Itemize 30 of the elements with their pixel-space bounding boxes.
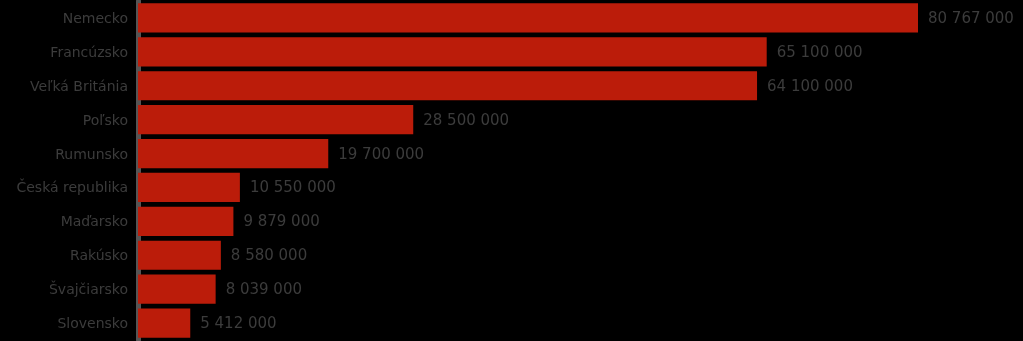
bar — [138, 71, 758, 101]
data-label: 28 500 000 — [423, 110, 510, 129]
bar — [138, 308, 191, 338]
bar — [138, 240, 221, 270]
y-tick-label: Česká republika — [16, 178, 128, 196]
y-tick-label: Rumunsko — [55, 145, 128, 162]
data-label: 9 879 000 — [243, 212, 320, 231]
data-label: 19 700 000 — [338, 144, 425, 163]
y-tick-label: Nemecko — [62, 9, 128, 26]
data-label: 8 580 000 — [230, 246, 308, 265]
y-tick-label: Rakúsko — [69, 247, 128, 264]
y-tick-label: Francúzsko — [50, 43, 128, 60]
y-tick-label: Veľká Británia — [30, 77, 128, 94]
y-tick-label: Švajčiarsko — [48, 280, 128, 298]
bar — [138, 37, 767, 67]
y-tick-label: Slovensko — [57, 315, 128, 332]
y-tick-label: Poľsko — [82, 111, 128, 128]
bar — [138, 138, 329, 169]
bar — [138, 274, 216, 304]
data-label: 8 039 000 — [225, 280, 302, 299]
data-label: 64 100 000 — [767, 76, 853, 95]
data-label: 80 767 000 — [928, 8, 1014, 27]
bar — [138, 206, 234, 236]
data-label: 5 412 000 — [200, 314, 277, 333]
bar — [138, 172, 240, 203]
bar — [138, 105, 414, 135]
data-label: 65 100 000 — [776, 42, 863, 61]
bar — [138, 3, 918, 33]
data-label: 10 550 000 — [249, 178, 336, 197]
y-tick-label: Maďarsko — [60, 213, 128, 230]
